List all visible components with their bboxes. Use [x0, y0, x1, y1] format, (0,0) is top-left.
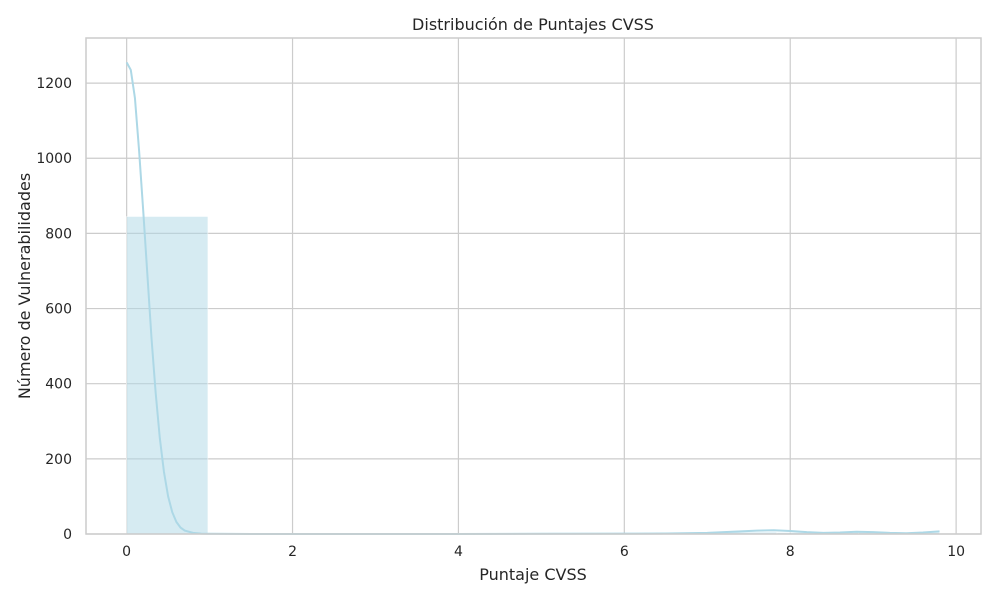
- chart-title: Distribución de Puntajes CVSS: [412, 15, 654, 34]
- x-tick-labels: 0 2 4 6 8 10: [122, 544, 965, 560]
- y-tick-label: 1000: [36, 151, 72, 167]
- y-tick-label: 400: [45, 377, 72, 393]
- y-axis-label: Número de Vulnerabilidades: [15, 173, 34, 399]
- y-tick-label: 800: [45, 226, 72, 242]
- y-tick-labels: 0 200 400 600 800 1000 1200: [36, 76, 72, 543]
- x-tick-label: 6: [620, 544, 629, 560]
- x-tick-label: 8: [786, 544, 795, 560]
- y-tick-label: 1200: [36, 76, 72, 92]
- y-tick-label: 0: [63, 527, 72, 543]
- x-tick-label: 0: [122, 544, 131, 560]
- y-tick-label: 200: [45, 452, 72, 468]
- x-tick-label: 10: [947, 544, 965, 560]
- x-axis-label: Puntaje CVSS: [479, 565, 587, 584]
- plot-frame: [85, 37, 982, 535]
- x-tick-label: 2: [288, 544, 297, 560]
- x-tick-label: 4: [454, 544, 463, 560]
- histogram-bar: [126, 216, 209, 535]
- y-tick-label: 600: [45, 302, 72, 318]
